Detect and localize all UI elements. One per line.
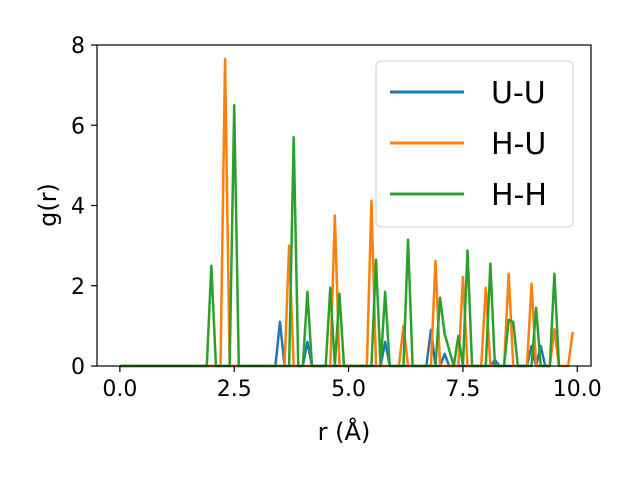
y-tick-label: 8	[71, 34, 85, 59]
legend-label-h-u: H-U	[491, 127, 546, 162]
legend-label-u-u: U-U	[491, 76, 546, 111]
y-tick-label: 4	[71, 195, 85, 220]
series-line-h-h	[119, 103, 561, 368]
x-tick-label: 10.0	[553, 377, 602, 402]
y-tick-label: 0	[71, 355, 85, 380]
x-tick-label: 7.5	[445, 377, 480, 402]
legend-box	[375, 60, 574, 228]
x-axis-ticks: 0.0 2.5 5.0 7.5 10.0	[102, 366, 602, 402]
y-tick-label: 2	[71, 275, 85, 300]
x-tick-label: 5.0	[331, 377, 366, 402]
legend: U-U H-U H-H	[375, 60, 574, 228]
x-axis-label: r (Å)	[318, 417, 371, 446]
y-axis-ticks: 0 2 4 6 8	[71, 34, 97, 380]
x-tick-label: 0.0	[102, 377, 137, 402]
legend-label-h-h: H-H	[491, 178, 547, 213]
y-tick-label: 6	[71, 114, 85, 139]
x-tick-label: 2.5	[217, 377, 252, 402]
y-axis-label: g(r)	[34, 183, 62, 227]
